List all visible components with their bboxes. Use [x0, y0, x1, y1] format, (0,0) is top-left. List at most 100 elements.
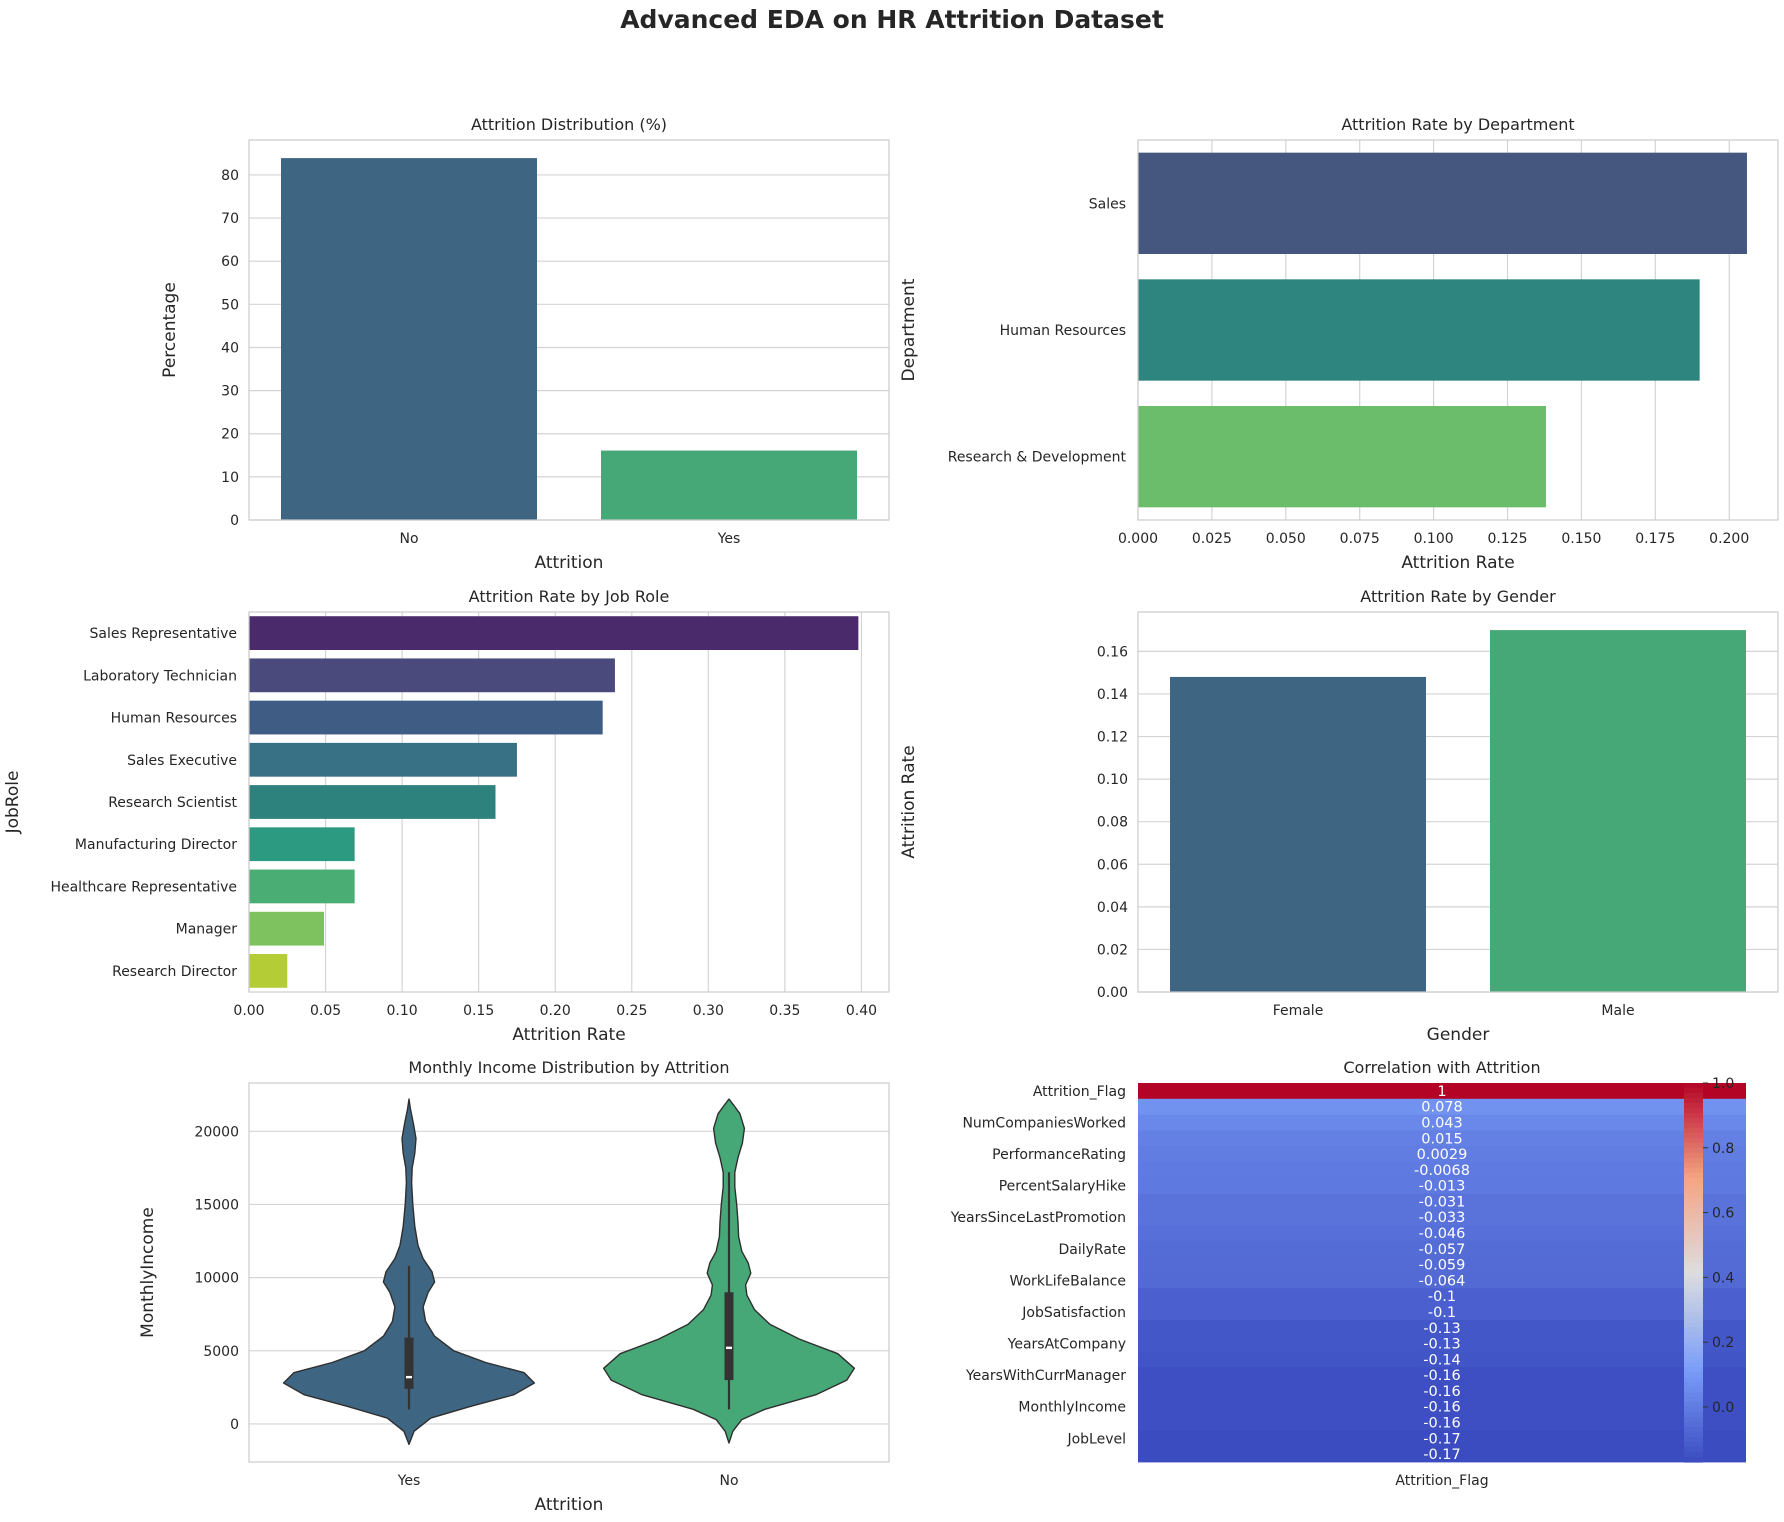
- colorbar-segment: [1684, 1332, 1703, 1338]
- x-tick-label: 0.050: [1266, 531, 1306, 547]
- y-tick-label: 0: [230, 1417, 239, 1433]
- colorbar-segment: [1684, 1132, 1703, 1139]
- cell-annotation: -0.064: [1419, 1273, 1466, 1289]
- heatmap-cell: [1138, 1225, 1746, 1242]
- x-axis-label: Attrition Rate: [1401, 553, 1514, 573]
- y-tick-label: 0.08: [1097, 815, 1128, 831]
- heatmap-cell: [1138, 1083, 1746, 1100]
- colorbar-tick-label: 0.0: [1712, 1400, 1734, 1416]
- heatmap-cell: [1138, 1098, 1746, 1115]
- colorbar-segment: [1684, 1437, 1703, 1443]
- y-tick-label: 0.14: [1097, 687, 1128, 703]
- colorbar-segment: [1684, 1312, 1703, 1318]
- colorbar-segment: [1684, 1142, 1703, 1149]
- colorbar-segment: [1684, 1372, 1703, 1378]
- colorbar-segment: [1684, 1397, 1703, 1403]
- colorbar-segment: [1684, 1217, 1703, 1224]
- y-tick-label: Human Resources: [1000, 323, 1126, 339]
- heatmap-cell: [1138, 1414, 1746, 1431]
- plot-frame: [1137, 139, 1779, 521]
- y-axis-label: Attrition Rate: [899, 745, 919, 858]
- bar-human-resources: [1138, 279, 1700, 381]
- heatmap-cell: [1138, 1130, 1746, 1147]
- colorbar-segment: [1684, 1422, 1703, 1428]
- colorbar-segment: [1684, 1412, 1703, 1418]
- colorbar-segment: [1684, 1392, 1703, 1398]
- colorbar-segment: [1684, 1122, 1703, 1129]
- colorbar-segment: [1684, 1452, 1703, 1458]
- colorbar-segment: [1684, 1222, 1703, 1229]
- cell-annotation: -0.16: [1423, 1400, 1461, 1416]
- y-tick-label: 20: [221, 427, 239, 443]
- colorbar-segment: [1684, 1382, 1703, 1388]
- y-tick-label: 0.04: [1097, 900, 1128, 916]
- bar-research-development: [1138, 406, 1546, 508]
- y-tick-label: 0.02: [1097, 942, 1128, 958]
- y-axis-label: MonthlyIncome: [138, 1207, 158, 1338]
- colorbar-segment: [1684, 1362, 1703, 1368]
- colorbar-segment: [1684, 1192, 1703, 1199]
- y-tick-label: Manufacturing Director: [75, 837, 237, 853]
- colorbar-segment: [1684, 1457, 1703, 1463]
- colorbar-segment: [1684, 1327, 1703, 1333]
- x-tick-label: 0.30: [693, 1003, 724, 1019]
- x-tick-label: 0.175: [1635, 531, 1675, 547]
- cell-annotation: -0.057: [1419, 1242, 1466, 1258]
- x-tick-label: 0.40: [846, 1003, 877, 1019]
- panel-title: Monthly Income Distribution by Attrition: [408, 1058, 729, 1077]
- colorbar-segment: [1684, 1083, 1703, 1089]
- x-tick-label: Male: [1601, 1003, 1634, 1019]
- x-axis-label: Attrition Rate: [512, 1025, 625, 1045]
- colorbar-segment: [1684, 1232, 1703, 1239]
- colorbar-segment: [1684, 1112, 1703, 1119]
- y-tick-label: Research & Development: [948, 450, 1127, 466]
- y-tick-label: 0.16: [1097, 644, 1128, 660]
- colorbar-segment: [1684, 1127, 1703, 1134]
- heatmap-cell: [1138, 1288, 1746, 1305]
- colorbar-segment: [1684, 1297, 1703, 1304]
- colorbar-tick-label: 0.2: [1712, 1335, 1734, 1351]
- cell-annotation: -0.033: [1419, 1210, 1466, 1226]
- cell-annotation: -0.1: [1428, 1305, 1456, 1321]
- x-tick-label: Female: [1273, 1003, 1324, 1019]
- y-tick-label: Research Director: [112, 964, 237, 980]
- panel-title: Attrition Distribution (%): [471, 115, 667, 134]
- cell-annotation: -0.0068: [1414, 1163, 1470, 1179]
- y-tick-label: 60: [221, 254, 239, 270]
- colorbar-segment: [1684, 1262, 1703, 1269]
- colorbar-segment: [1684, 1307, 1703, 1313]
- colorbar-segment: [1684, 1447, 1703, 1453]
- cell-annotation: -0.17: [1423, 1431, 1461, 1447]
- x-tick-label: 0.100: [1414, 531, 1454, 547]
- x-tick-label: 0.15: [463, 1003, 494, 1019]
- plot-frame: [248, 139, 890, 521]
- colorbar-segment: [1684, 1202, 1703, 1209]
- panel-title: Correlation with Attrition: [1343, 1058, 1540, 1077]
- bar-human-resources: [249, 700, 603, 735]
- colorbar: 1.0 0.8 0.6 0.4 0.2 0.0: [1684, 1076, 1734, 1463]
- panel-attrition-by-job-role: 0.00 0.05 0.10 0.15 0.20 0.25 0.30 0.35 0.40 Sale…: [3, 587, 890, 1045]
- colorbar-segment: [1684, 1182, 1703, 1189]
- bar-female: [1170, 676, 1426, 992]
- colorbar-segment: [1684, 1137, 1703, 1144]
- colorbar-segment: [1684, 1242, 1703, 1249]
- colorbar-segment: [1684, 1147, 1703, 1154]
- colorbar-segment: [1684, 1167, 1703, 1174]
- colorbar-segment: [1684, 1277, 1703, 1284]
- y-tick-label: Research Scientist: [108, 795, 237, 811]
- x-tick-label: Yes: [717, 531, 741, 547]
- y-tick-label: 0.06: [1097, 857, 1128, 873]
- bar-manufacturing-director: [249, 827, 355, 862]
- row-label: JobSatisfaction: [1021, 1305, 1126, 1321]
- cell-annotation: -0.046: [1419, 1226, 1466, 1242]
- cell-annotation: -0.16: [1423, 1416, 1461, 1432]
- y-tick-label: Sales Executive: [127, 753, 237, 769]
- colorbar-segment: [1684, 1427, 1703, 1433]
- x-tick-label: 0.075: [1340, 531, 1380, 547]
- y-tick-label: Laboratory Technician: [83, 668, 237, 684]
- heatmap-cell: [1138, 1114, 1746, 1131]
- panel-title: Attrition Rate by Gender: [1360, 587, 1556, 606]
- panel-attrition-by-gender: 0.00 0.02 0.04 0.06 0.08 0.10 0.12 0.14 0.16 Fema…: [899, 587, 1779, 1045]
